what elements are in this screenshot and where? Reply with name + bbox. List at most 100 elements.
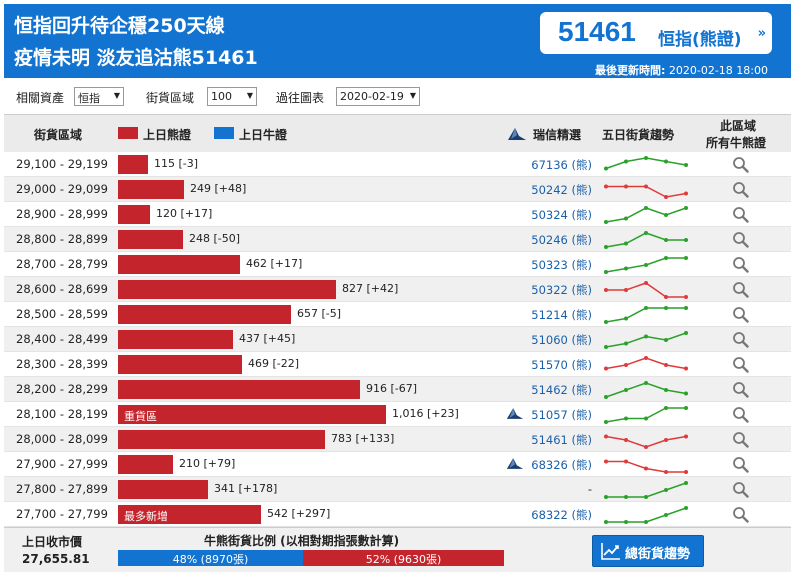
trend-point bbox=[684, 506, 688, 510]
trend-point bbox=[644, 184, 648, 189]
five-day-trend-sparkline bbox=[604, 481, 688, 499]
search-icon[interactable] bbox=[732, 431, 749, 448]
bar-tag: 最多新增 bbox=[124, 510, 168, 523]
date-select[interactable]: 2020-02-19 ▼ bbox=[336, 87, 420, 106]
updated-label: 最後更新時間: bbox=[594, 64, 666, 77]
table-row: 28,000 - 28,099 783 [+133] 51461 (熊) bbox=[4, 427, 791, 452]
bear-bar bbox=[118, 380, 360, 399]
trend-line bbox=[606, 282, 686, 298]
total-trend-button[interactable]: 總街貨趨勢 bbox=[592, 535, 704, 567]
five-day-trend-sparkline bbox=[604, 231, 688, 249]
trend-point bbox=[604, 495, 608, 499]
col-all-line2: 所有牛熊證 bbox=[706, 136, 767, 150]
search-icon[interactable] bbox=[732, 506, 749, 523]
search-icon[interactable] bbox=[732, 256, 749, 273]
zone-range: 27,900 - 27,999 bbox=[16, 457, 108, 471]
caret-down-icon: ▼ bbox=[113, 91, 120, 100]
zone-range: 28,100 - 28,199 bbox=[16, 407, 108, 421]
zone-range: 28,600 - 28,699 bbox=[16, 282, 108, 296]
search-icon[interactable] bbox=[732, 331, 749, 348]
bear-bar bbox=[118, 280, 336, 299]
trend-point bbox=[624, 216, 628, 221]
search-icon[interactable] bbox=[732, 156, 749, 173]
footer-bar: 上日收市價 27,655.81 牛熊街貨比例 (以相對期指張數計算) 48% (… bbox=[4, 527, 791, 572]
table-row: 29,000 - 29,099 249 [+48] 50242 (熊) bbox=[4, 177, 791, 202]
search-icon[interactable] bbox=[732, 281, 749, 298]
featured-code-link[interactable]: 50246 (熊) bbox=[531, 233, 592, 247]
search-icon[interactable] bbox=[732, 356, 749, 373]
table-header: 街貨區域 上日熊證 上日牛證 瑞信精選 五日街貨趨勢 此區域 所有牛熊證 bbox=[4, 114, 791, 152]
trend-point bbox=[684, 206, 688, 210]
search-icon[interactable] bbox=[732, 406, 749, 423]
search-icon[interactable] bbox=[732, 456, 749, 473]
featured-code-link[interactable]: 50322 (熊) bbox=[531, 283, 592, 297]
bar-value: 542 [+297] bbox=[267, 507, 331, 520]
trend-point bbox=[604, 166, 608, 171]
trend-point bbox=[604, 345, 608, 349]
bear-bar bbox=[118, 355, 242, 374]
trend-point bbox=[684, 434, 688, 439]
trend-point bbox=[624, 495, 628, 499]
trend-point bbox=[664, 363, 668, 367]
search-icon[interactable] bbox=[732, 181, 749, 198]
table-row: 29,100 - 29,199 115 [-3] 67136 (熊) bbox=[4, 152, 791, 177]
featured-code-link[interactable]: 68326 (熊) bbox=[531, 458, 592, 472]
search-icon[interactable] bbox=[732, 231, 749, 248]
stock-code-button[interactable]: 51461 恒指(熊證) » bbox=[540, 12, 772, 54]
asset-select[interactable]: 恒指 ▼ bbox=[74, 87, 124, 106]
featured-sail-icon bbox=[506, 408, 524, 419]
table-row: 27,800 - 27,899 341 [+178] - bbox=[4, 477, 791, 502]
trend-point bbox=[644, 306, 648, 310]
featured-code-link[interactable]: 50242 (熊) bbox=[531, 183, 592, 197]
featured-code-link[interactable]: 51057 (熊) bbox=[531, 408, 592, 422]
bear-bar bbox=[118, 180, 184, 199]
five-day-trend-sparkline bbox=[604, 184, 688, 199]
featured-code-link[interactable]: 51060 (熊) bbox=[531, 333, 592, 347]
trend-point bbox=[624, 266, 628, 271]
search-icon[interactable] bbox=[732, 206, 749, 223]
trend-point bbox=[664, 159, 668, 164]
five-day-trend-sparkline bbox=[604, 281, 688, 299]
header-banner: 恒指回升待企穩250天線 疫情未明 淡友追沽熊51461 51461 恒指(熊證… bbox=[4, 4, 791, 78]
featured-code-link[interactable]: 67136 (熊) bbox=[531, 158, 592, 172]
trend-point bbox=[684, 256, 688, 260]
bar-value: 437 [+45] bbox=[239, 332, 296, 345]
trend-point bbox=[604, 184, 608, 189]
trend-point bbox=[684, 366, 688, 371]
five-day-trend-sparkline bbox=[604, 306, 688, 324]
bear-bar bbox=[118, 305, 291, 324]
zone-range: 27,800 - 27,899 bbox=[16, 482, 108, 496]
bear-bar bbox=[118, 255, 240, 274]
search-icon[interactable] bbox=[732, 381, 749, 398]
featured-code-link[interactable]: 50324 (熊) bbox=[531, 208, 592, 222]
trend-point bbox=[664, 388, 668, 392]
zone-select[interactable]: 100 ▼ bbox=[207, 87, 257, 106]
table-row: 28,600 - 28,699 827 [+42] 50322 (熊) bbox=[4, 277, 791, 302]
updated-value: 2020-02-18 18:00 bbox=[668, 64, 768, 77]
zone-range: 27,700 - 27,799 bbox=[16, 507, 108, 521]
search-icon[interactable] bbox=[732, 306, 749, 323]
bar-value: 1,016 [+23] bbox=[392, 407, 459, 420]
stock-name: 恒指(熊證) bbox=[658, 30, 742, 50]
trend-point bbox=[644, 466, 648, 471]
trend-point bbox=[624, 241, 628, 246]
bar-value: 469 [-22] bbox=[248, 357, 300, 370]
featured-code-link[interactable]: 51570 (熊) bbox=[531, 358, 592, 372]
five-day-trend-sparkline bbox=[604, 406, 688, 424]
trend-point bbox=[684, 238, 688, 242]
featured-code-link[interactable]: 50323 (熊) bbox=[531, 258, 592, 272]
trend-point bbox=[644, 334, 648, 339]
trend-line bbox=[605, 207, 687, 223]
featured-code-link[interactable]: 51214 (熊) bbox=[531, 308, 592, 322]
featured-code-link[interactable]: 51461 (熊) bbox=[531, 433, 592, 447]
trend-line bbox=[605, 307, 686, 323]
featured-code-link: - bbox=[587, 482, 592, 496]
zone-range: 28,900 - 28,999 bbox=[16, 207, 108, 221]
table-row: 28,800 - 28,899 248 [-50] 50246 (熊) bbox=[4, 227, 791, 252]
search-icon[interactable] bbox=[732, 481, 749, 498]
trend-point bbox=[624, 438, 628, 442]
featured-code-link[interactable]: 51462 (熊) bbox=[531, 383, 592, 397]
five-day-trend-sparkline bbox=[604, 459, 688, 474]
zone-range: 28,700 - 28,799 bbox=[16, 257, 108, 271]
featured-code-link[interactable]: 68322 (熊) bbox=[531, 508, 592, 522]
